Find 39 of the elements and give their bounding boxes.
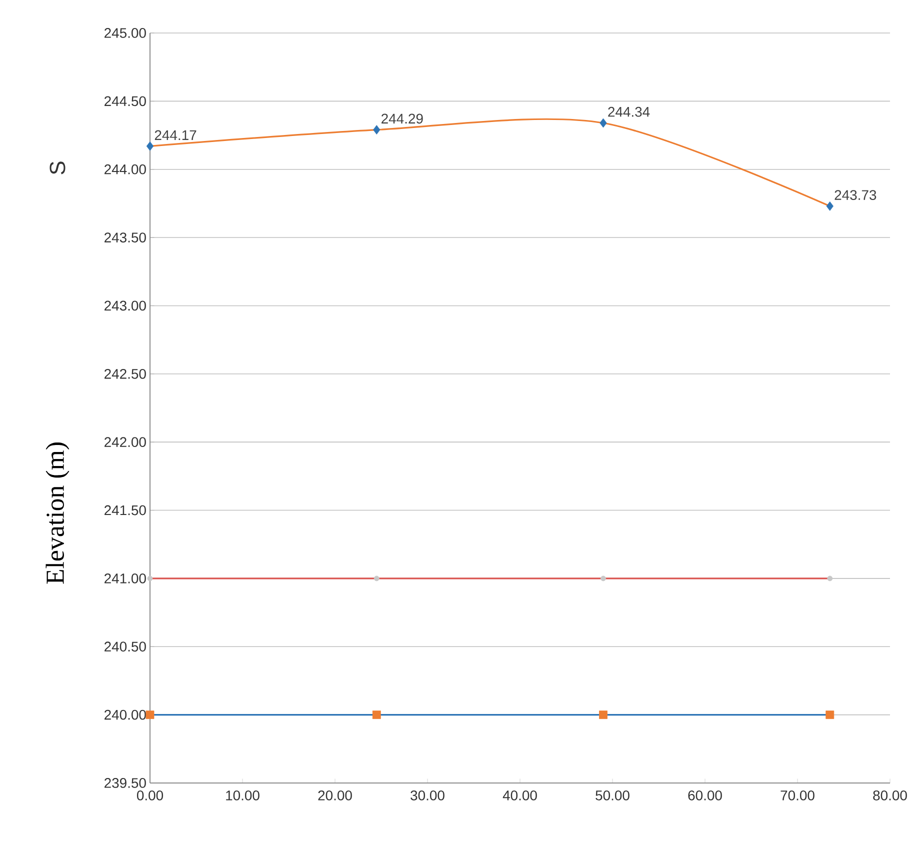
y-axis-title: Elevation (m) — [46, 442, 70, 584]
x-tick-label: 30.00 — [410, 790, 444, 800]
y-tick-label: 239.50 — [104, 778, 146, 788]
point — [147, 576, 153, 582]
y-tick-label: 242.50 — [104, 368, 146, 379]
x-tick-label: 0.00 — [136, 790, 164, 800]
y-tick-label: 242.00 — [104, 437, 146, 448]
y-tick-label: 245.00 — [104, 28, 146, 38]
point — [373, 125, 380, 135]
point — [826, 710, 834, 720]
point — [372, 710, 381, 720]
data-label: 243.73 — [834, 190, 876, 200]
point — [827, 576, 833, 582]
data-label: 244.29 — [382, 114, 423, 124]
y-tick-label: 243.00 — [104, 300, 146, 311]
point — [600, 576, 606, 582]
point — [600, 118, 607, 128]
y-tick-label: 240.50 — [104, 642, 146, 652]
y-tick-label: 244.50 — [104, 96, 146, 106]
text: S — [50, 162, 66, 174]
y-tick-label: 241.50 — [104, 505, 146, 516]
x-tick-label: 20.00 — [318, 790, 352, 800]
y-tick-label: 244.00 — [104, 164, 146, 174]
point — [374, 576, 380, 582]
x-tick-label: 50.00 — [596, 790, 630, 800]
point — [826, 201, 834, 211]
point — [146, 141, 154, 151]
y-tick-label: 241.00 — [104, 573, 146, 584]
x-tick-label: 80.00 — [873, 790, 907, 800]
x-tick-label: 70.00 — [780, 790, 814, 800]
x-tick-label: 40.00 — [502, 790, 537, 800]
y-tick-label: 243.50 — [104, 232, 146, 242]
point — [146, 710, 154, 720]
data-label: 244.34 — [608, 106, 650, 117]
x-tick-label: 10.00 — [226, 790, 260, 800]
y-tick-label: 240.00 — [104, 710, 146, 720]
data-label: 244.17 — [154, 130, 196, 140]
x-tick-label: 60.00 — [688, 790, 722, 800]
point — [599, 710, 608, 720]
